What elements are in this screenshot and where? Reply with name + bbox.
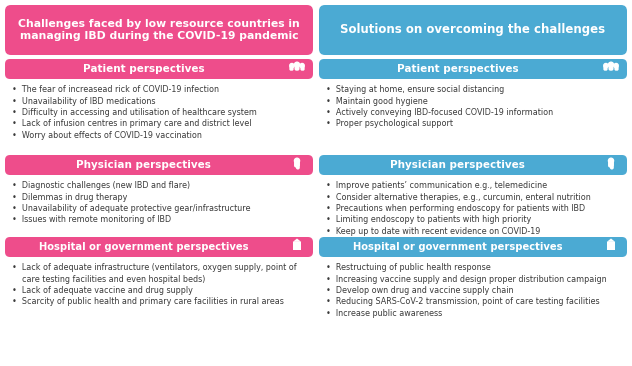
Text: Challenges faced by low resource countries in
managing IBD during the COVID-19 p: Challenges faced by low resource countri… [18, 19, 300, 41]
Text: •  Actively conveying IBD-focused COVID-19 information: • Actively conveying IBD-focused COVID-1… [326, 108, 553, 117]
Text: •  Worry about effects of COVID-19 vaccination: • Worry about effects of COVID-19 vaccin… [12, 131, 202, 140]
Text: care testing facilities and even hospital beds): care testing facilities and even hospita… [12, 274, 205, 284]
FancyBboxPatch shape [607, 242, 615, 250]
FancyBboxPatch shape [319, 5, 627, 55]
FancyBboxPatch shape [604, 66, 607, 71]
Circle shape [614, 63, 618, 68]
Text: Physician perspectives: Physician perspectives [76, 160, 211, 170]
Text: Physician perspectives: Physician perspectives [390, 160, 525, 170]
Circle shape [296, 166, 299, 169]
Text: •  Dilemmas in drug therapy: • Dilemmas in drug therapy [12, 193, 128, 202]
FancyBboxPatch shape [608, 161, 614, 168]
FancyBboxPatch shape [5, 5, 313, 55]
Text: •  Improve patients’ communication e.g., telemedicine: • Improve patients’ communication e.g., … [326, 181, 547, 190]
Text: •  Unavailability of IBD medications: • Unavailability of IBD medications [12, 97, 155, 105]
Circle shape [611, 166, 613, 169]
Circle shape [609, 62, 614, 67]
Text: •  Consider alternative therapies, e.g., curcumin, enteral nutrition: • Consider alternative therapies, e.g., … [326, 193, 591, 202]
FancyBboxPatch shape [614, 66, 619, 71]
Text: •  Maintain good hygiene: • Maintain good hygiene [326, 97, 428, 105]
Text: •  Develop own drug and vaccine supply chain: • Develop own drug and vaccine supply ch… [326, 286, 513, 295]
Polygon shape [292, 239, 302, 242]
Circle shape [290, 63, 294, 68]
Text: Solutions on overcoming the challenges: Solutions on overcoming the challenges [341, 23, 605, 37]
Circle shape [609, 158, 614, 163]
Text: •  The fear of increasead rick of COVID-19 infection: • The fear of increasead rick of COVID-1… [12, 85, 219, 94]
FancyBboxPatch shape [5, 237, 313, 257]
FancyBboxPatch shape [5, 155, 313, 175]
Text: •  Reducing SARS-CoV-2 transmission, point of care testing facilities: • Reducing SARS-CoV-2 transmission, poin… [326, 298, 600, 306]
FancyBboxPatch shape [300, 66, 305, 71]
FancyBboxPatch shape [293, 242, 301, 250]
Text: •  Difficulty in accessing and utilisation of healthcare system: • Difficulty in accessing and utilisatio… [12, 108, 257, 117]
Text: •  Proper psychological support: • Proper psychological support [326, 120, 453, 128]
Text: •  Lack of adequate vaccine and drug supply: • Lack of adequate vaccine and drug supp… [12, 286, 193, 295]
Text: Patient perspectives: Patient perspectives [83, 64, 204, 74]
FancyBboxPatch shape [294, 161, 300, 168]
Circle shape [295, 158, 300, 163]
Text: •  Restructuing of public health response: • Restructuing of public health response [326, 263, 491, 272]
Text: •  Increase public awareness: • Increase public awareness [326, 309, 442, 318]
Text: Hospital or government perspectives: Hospital or government perspectives [39, 242, 248, 252]
Text: •  Keep up to date with recent evidence on COVID-19: • Keep up to date with recent evidence o… [326, 227, 540, 236]
Text: •  Diagnostic challenges (new IBD and flare): • Diagnostic challenges (new IBD and fla… [12, 181, 190, 190]
FancyBboxPatch shape [319, 155, 627, 175]
Circle shape [295, 62, 300, 67]
Text: Hospital or government perspectives: Hospital or government perspectives [353, 242, 562, 252]
Text: •  Staying at home, ensure social distancing: • Staying at home, ensure social distanc… [326, 85, 504, 94]
Text: •  Scarcity of public health and primary care facilities in rural areas: • Scarcity of public health and primary … [12, 298, 284, 306]
Text: •  Lack of adequate infrastructure (ventilators, oxygen supply, point of: • Lack of adequate infrastructure (venti… [12, 263, 296, 272]
Text: •  Lack of infusion centres in primary care and district level: • Lack of infusion centres in primary ca… [12, 120, 252, 128]
Text: •  Precautions when performing endoscopy for patients with IBD: • Precautions when performing endoscopy … [326, 204, 585, 213]
Text: •  Issues with remote monitoring of IBD: • Issues with remote monitoring of IBD [12, 216, 171, 224]
Text: Patient perspectives: Patient perspectives [397, 64, 518, 74]
Text: •  Limiting endoscopy to patients with high priority: • Limiting endoscopy to patients with hi… [326, 216, 532, 224]
Text: •  Unavailability of adequate protective gear/infrastructure: • Unavailability of adequate protective … [12, 204, 250, 213]
FancyBboxPatch shape [295, 65, 300, 71]
FancyBboxPatch shape [289, 66, 294, 71]
FancyBboxPatch shape [319, 237, 627, 257]
FancyBboxPatch shape [609, 65, 614, 71]
FancyBboxPatch shape [5, 59, 313, 79]
Polygon shape [606, 239, 616, 242]
Circle shape [300, 63, 304, 68]
FancyBboxPatch shape [319, 59, 627, 79]
Circle shape [604, 63, 608, 68]
Text: •  Increasing vaccine supply and design proper distribution campaign: • Increasing vaccine supply and design p… [326, 274, 607, 284]
